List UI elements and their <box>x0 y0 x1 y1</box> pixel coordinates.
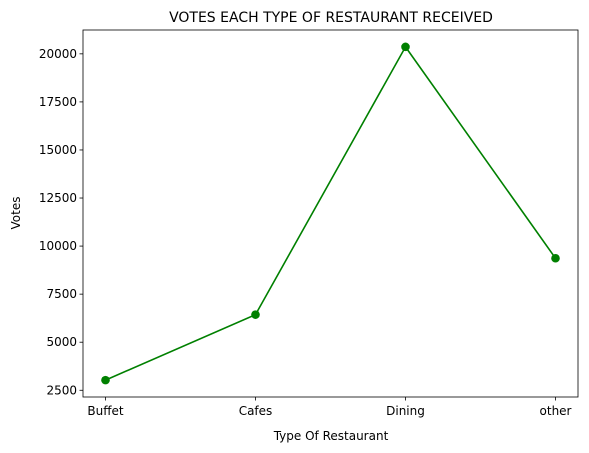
chart-title: VOTES EACH TYPE OF RESTAURANT RECEIVED <box>169 10 493 26</box>
y-tick-label: 17500 <box>39 95 77 109</box>
data-point <box>101 375 110 385</box>
y-tick-label: 7500 <box>46 287 77 301</box>
y-tick-label: 2500 <box>46 383 77 397</box>
x-axis: Buffet Cafes Dining other <box>87 397 572 418</box>
y-tick-label: 12500 <box>39 191 77 205</box>
y-axis-label: Votes <box>9 197 23 230</box>
data-point <box>251 310 260 319</box>
votes-series <box>101 42 560 385</box>
x-tick-label: Dining <box>386 404 425 418</box>
x-axis-label: Type Of Restaurant <box>273 429 389 443</box>
x-tick-label: Buffet <box>87 404 123 418</box>
y-tick-label: 10000 <box>39 239 77 253</box>
y-tick-label: 15000 <box>39 143 77 157</box>
data-point <box>551 253 560 263</box>
plot-area-frame <box>82 29 579 398</box>
x-tick-label: other <box>540 404 572 418</box>
x-tick-label: Cafes <box>239 404 273 418</box>
y-axis: 2500 5000 7500 10000 12500 15000 17500 20000 <box>39 47 83 397</box>
series-line <box>105 46 557 381</box>
y-tick-label: 20000 <box>39 47 77 61</box>
data-point <box>401 42 410 52</box>
y-tick-label: 5000 <box>46 335 77 349</box>
